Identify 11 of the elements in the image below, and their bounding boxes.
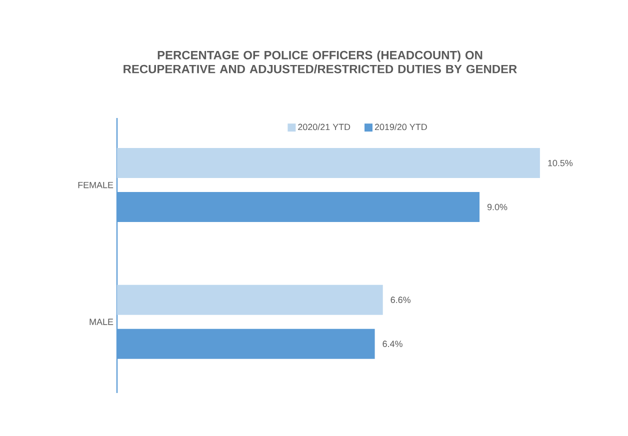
data-label: 10.5% [548, 160, 573, 166]
data-label: 6.4% [382, 340, 402, 348]
legend-label: 2020/21 YTD [298, 124, 350, 130]
chart-title: PERCENTAGE OF POLICE OFFICERS (HEADCOUNT) ON RECUPERATIVE AND ADJUSTED/RESTRICTED DUTIES BY GENDER [124, 50, 517, 74]
bar [117, 148, 540, 178]
y-tick-label: MALE [90, 318, 114, 325]
y-tick-label: FEMALE [78, 182, 114, 188]
data-label: 9.0% [487, 204, 508, 210]
legend-label: 2019/20 YTD [374, 124, 427, 130]
bar [117, 284, 383, 315]
data-label: 6.6% [390, 296, 410, 304]
